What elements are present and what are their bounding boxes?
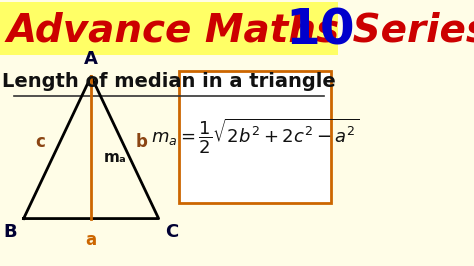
Text: B: B bbox=[3, 223, 17, 241]
Text: b: b bbox=[136, 133, 148, 151]
Text: a: a bbox=[86, 231, 97, 249]
FancyBboxPatch shape bbox=[179, 71, 331, 203]
Text: $m_a = \dfrac{1}{2}\sqrt{2b^2+2c^2-a^2}$: $m_a = \dfrac{1}{2}\sqrt{2b^2+2c^2-a^2}$ bbox=[151, 117, 359, 156]
FancyBboxPatch shape bbox=[0, 2, 337, 55]
Text: c: c bbox=[36, 133, 46, 151]
Text: A: A bbox=[84, 50, 98, 68]
Text: Advance Maths Series: Advance Maths Series bbox=[7, 11, 474, 49]
Text: mₐ: mₐ bbox=[103, 151, 126, 165]
Text: Length of median in a triangle: Length of median in a triangle bbox=[2, 72, 336, 91]
Text: 10: 10 bbox=[285, 6, 355, 54]
Text: C: C bbox=[165, 223, 179, 241]
